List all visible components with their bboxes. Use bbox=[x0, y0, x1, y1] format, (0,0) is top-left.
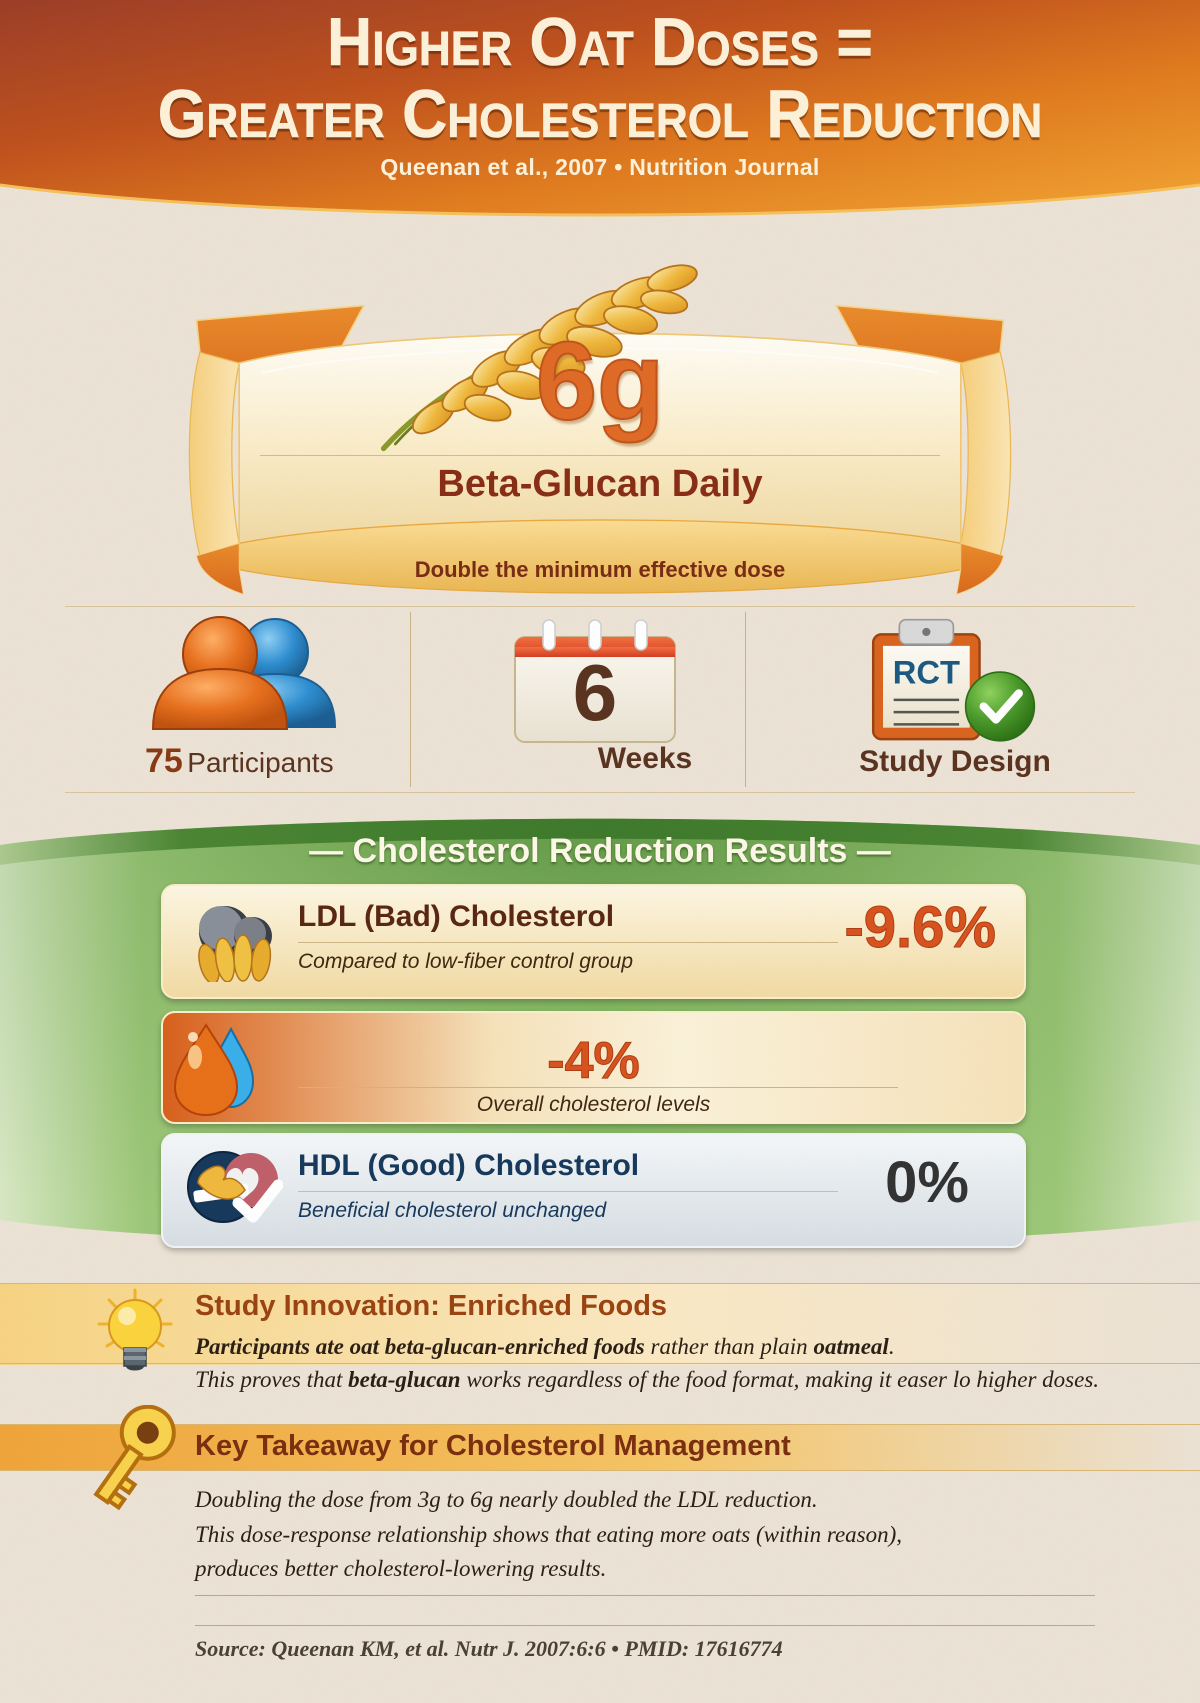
svg-text:RCT: RCT bbox=[893, 654, 960, 691]
svg-text:6: 6 bbox=[573, 648, 618, 737]
